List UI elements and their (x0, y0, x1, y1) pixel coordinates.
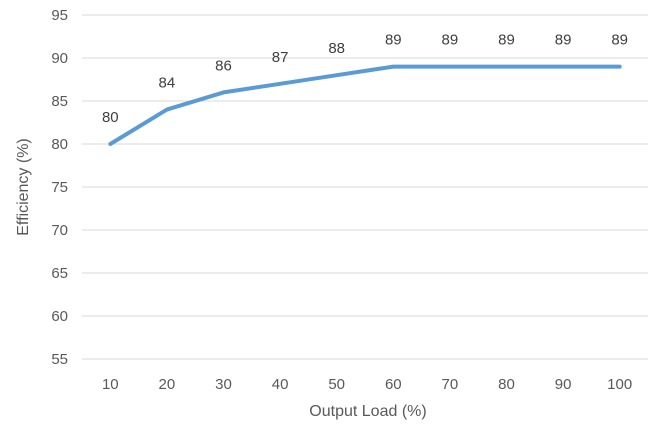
y-tick-label: 55 (51, 351, 68, 368)
y-tick-label: 65 (51, 265, 68, 282)
gridlines (82, 14, 648, 360)
y-tick-label: 80 (51, 136, 68, 153)
y-tick-label: 90 (51, 50, 68, 67)
data-label: 87 (272, 49, 289, 66)
data-label: 86 (215, 57, 232, 74)
x-tick-label: 40 (272, 376, 289, 393)
x-tick-label: 10 (102, 376, 119, 393)
data-label: 89 (442, 32, 459, 49)
data-label: 84 (159, 75, 176, 92)
x-tick-labels: 10 20 30 40 50 60 70 80 90 100 (102, 376, 632, 393)
efficiency-series-line (108, 64, 622, 146)
x-tick-label: 50 (328, 376, 345, 393)
y-tick-label: 60 (51, 308, 68, 325)
data-label: 89 (385, 32, 402, 49)
x-tick-label: 80 (498, 376, 515, 393)
x-tick-label: 30 (215, 376, 232, 393)
y-axis-title: Efficiency (%) (15, 138, 32, 236)
x-tick-label: 100 (607, 376, 632, 393)
data-label: 89 (611, 32, 628, 49)
y-tick-label: 70 (51, 222, 68, 239)
x-tick-label: 70 (442, 376, 459, 393)
data-label: 89 (555, 32, 572, 49)
x-tick-label: 20 (159, 376, 176, 393)
x-axis-title: Output Load (%) (309, 403, 426, 420)
y-tick-label: 85 (51, 93, 68, 110)
data-labels: 80 84 86 87 88 89 89 89 89 89 (102, 32, 628, 126)
y-tick-labels: 55 60 65 70 75 80 85 90 95 (51, 7, 68, 368)
x-tick-label: 90 (555, 376, 572, 393)
y-tick-label: 75 (51, 179, 68, 196)
data-label: 89 (498, 32, 515, 49)
x-tick-label: 60 (385, 376, 402, 393)
data-label: 80 (102, 109, 119, 126)
data-label: 88 (328, 40, 345, 57)
y-tick-label: 95 (51, 7, 68, 24)
